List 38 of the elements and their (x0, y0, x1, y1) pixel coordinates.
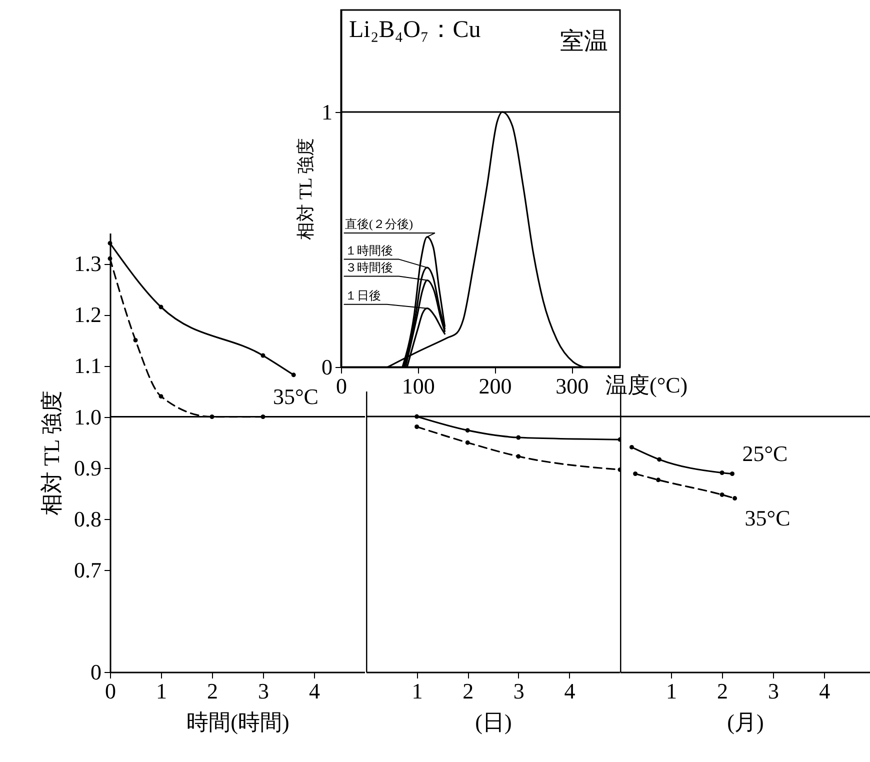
x-tick-label: 100 (402, 374, 435, 398)
x-tick-label: 2 (717, 678, 728, 704)
y-tick-label: 1.1 (74, 353, 102, 378)
series-label: 25°C (742, 440, 788, 466)
y-tick-label: 0.8 (74, 506, 102, 532)
x-tick-label: 300 (556, 374, 589, 398)
series-label: 直後(２分後) (345, 216, 413, 231)
x-tick-label: 4 (564, 678, 576, 704)
y-tick-label: 0.9 (74, 455, 102, 480)
annotation: Li₂B₄O₇：Cu (349, 17, 481, 43)
legend-label: １日後 (345, 288, 381, 302)
x-tick-label: 3 (768, 678, 780, 704)
x-axis-title: 時間(時間) (186, 710, 290, 734)
y-tick-label: 0.7 (74, 557, 102, 582)
x-tick-label: 1 (666, 678, 678, 704)
y-tick-label: 1.0 (74, 404, 102, 430)
y-axis-title: 相対 TL 強度 (39, 390, 64, 516)
series-label: 35°C (744, 505, 790, 530)
x-tick-label: 1 (412, 678, 423, 704)
x-tick-label: 1 (156, 678, 167, 704)
legend-label: ３時間後 (345, 260, 393, 274)
x-tick-label: 200 (478, 374, 512, 398)
y-tick-label: 1.3 (74, 251, 102, 276)
x-tick-label: 2 (462, 678, 474, 704)
x-tick-label: 2 (207, 678, 218, 704)
x-axis-title: (日) (475, 710, 512, 734)
y-tick-label: 1.2 (74, 302, 102, 328)
x-axis-title: 温度(°C) (606, 372, 688, 398)
x-tick-label: 4 (819, 678, 830, 704)
x-tick-label: 3 (513, 678, 524, 704)
text: １時間後 (345, 243, 393, 258)
x-tick-label: 4 (309, 678, 320, 704)
annotation: 室温 (560, 28, 608, 55)
x-tick-label: 3 (258, 678, 269, 704)
series-label: 35°C (273, 384, 318, 409)
y-tick-label: 0 (90, 660, 102, 684)
x-axis-title: (月) (727, 710, 764, 734)
y-axis-title: 相対 TL 強度 (296, 138, 316, 240)
